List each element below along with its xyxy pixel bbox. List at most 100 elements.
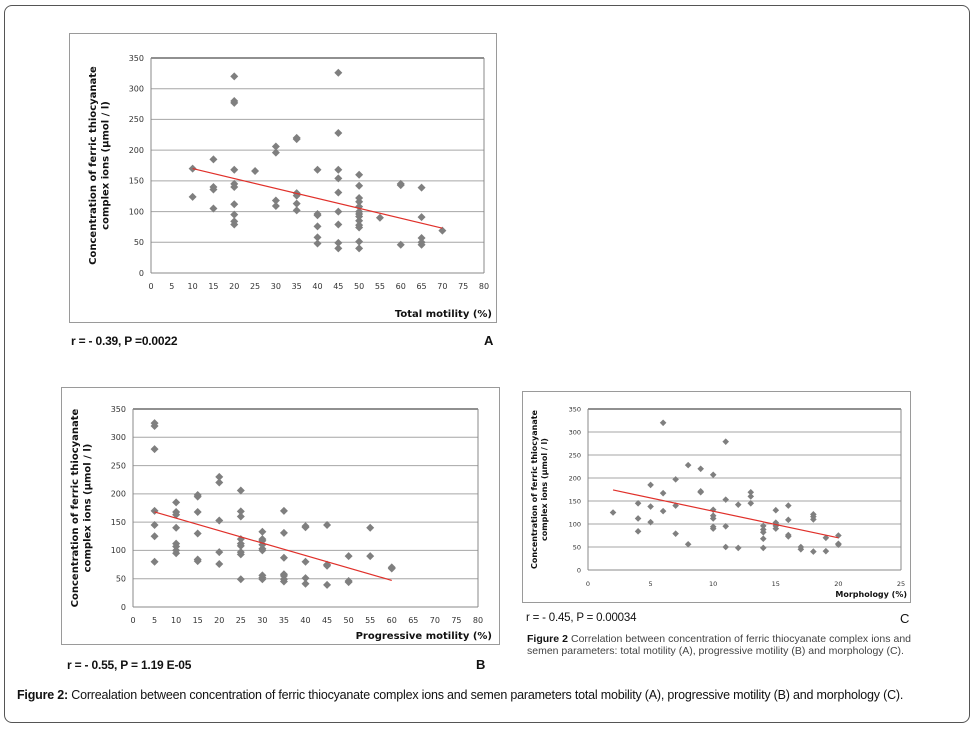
data-point — [759, 528, 767, 536]
y-tick-label: 100 — [569, 520, 581, 528]
x-tick-label: 0 — [586, 580, 590, 588]
data-point — [734, 501, 742, 508]
data-point — [722, 543, 730, 551]
data-point — [684, 461, 692, 469]
chart-b-box: 0 50 100 150 200 250 300 350 0 5 10 15 20 25 30 35 40 45 5… — [61, 387, 500, 645]
data-point — [292, 199, 301, 208]
data-point — [647, 518, 654, 526]
data-point — [417, 233, 426, 242]
data-point — [334, 244, 343, 253]
data-point — [734, 544, 742, 552]
y-tick-label: 300 — [129, 85, 144, 94]
data-point — [334, 207, 343, 216]
data-point — [172, 549, 181, 558]
data-point — [334, 165, 343, 174]
data-point — [236, 507, 245, 516]
data-point — [355, 197, 364, 206]
data-point — [292, 135, 301, 144]
data-point — [215, 548, 224, 557]
data-point — [772, 525, 780, 532]
data-point — [355, 216, 364, 225]
data-point — [785, 516, 792, 524]
data-point — [355, 244, 364, 253]
x-tick-label: 30 — [257, 616, 267, 625]
data-point — [672, 476, 679, 483]
data-point — [323, 520, 332, 529]
x-tick-label: 15 — [208, 282, 218, 291]
data-point — [188, 192, 197, 201]
data-point — [722, 496, 730, 503]
data-point — [236, 575, 245, 584]
data-point — [258, 575, 267, 584]
data-point — [396, 181, 405, 190]
data-point — [193, 507, 202, 516]
y-tick-label: 250 — [111, 461, 126, 470]
data-point — [659, 419, 667, 427]
data-point — [375, 213, 384, 222]
data-point — [230, 220, 239, 229]
data-point — [301, 579, 310, 588]
y-tick-label: 300 — [569, 428, 581, 436]
data-point — [355, 212, 364, 221]
data-point — [387, 564, 396, 573]
data-point — [172, 510, 181, 519]
data-point — [334, 188, 343, 197]
data-point — [344, 552, 353, 561]
data-point — [271, 142, 280, 151]
data-point — [709, 525, 717, 532]
data-point — [634, 515, 642, 522]
data-point — [822, 547, 830, 555]
data-point — [193, 529, 202, 538]
chart-a-letter: A — [484, 333, 494, 348]
inset-caption-label: Figure 2 — [527, 633, 568, 645]
x-tick-label: 20 — [229, 282, 239, 291]
x-axis-label: Progressive motility (%) — [356, 631, 492, 642]
x-tick-label: 25 — [250, 282, 260, 291]
x-tick-label: 0 — [148, 282, 153, 291]
x-tick-label: 10 — [709, 580, 717, 588]
data-point — [251, 167, 260, 176]
trendline — [192, 167, 443, 229]
data-point — [236, 535, 245, 544]
y-tick-label: 200 — [111, 490, 126, 499]
data-point — [150, 520, 159, 529]
data-point — [236, 541, 245, 550]
data-point — [697, 488, 704, 496]
chart-c-letter: C — [900, 611, 910, 626]
data-point — [258, 546, 267, 555]
data-point — [835, 541, 842, 548]
data-point — [230, 165, 239, 174]
data-point — [334, 174, 343, 183]
data-point — [647, 481, 654, 489]
data-point — [215, 560, 224, 569]
data-point — [236, 512, 245, 521]
data-point — [659, 489, 667, 497]
data-point — [271, 196, 280, 205]
data-point — [355, 237, 364, 246]
data-point — [647, 503, 654, 510]
data-point — [759, 522, 767, 530]
data-point — [313, 222, 322, 231]
x-tick-label: 60 — [396, 282, 406, 291]
x-tick-label: 15 — [772, 580, 780, 588]
y-tick-label: 0 — [139, 269, 144, 278]
x-tick-label: 20 — [214, 616, 224, 625]
data-point — [438, 226, 447, 235]
y-tick-label: 50 — [116, 575, 126, 584]
x-tick-label: 55 — [365, 616, 375, 625]
x-tick-label: 40 — [312, 282, 322, 291]
data-point — [236, 486, 245, 495]
x-tick-label: 50 — [354, 282, 364, 291]
figure-frame — [4, 5, 970, 723]
data-point — [209, 155, 218, 164]
y-tick-label: 150 — [111, 518, 126, 527]
data-point — [209, 185, 218, 194]
data-point — [236, 550, 245, 559]
x-tick-label: 40 — [300, 616, 310, 625]
trendline — [154, 511, 392, 581]
data-point — [759, 544, 767, 552]
trendline — [612, 489, 839, 539]
data-point — [230, 72, 239, 81]
chart-b-scatter: 0 50 100 150 200 250 300 350 0 5 10 15 20 25 30 35 40 45 5… — [70, 405, 492, 642]
